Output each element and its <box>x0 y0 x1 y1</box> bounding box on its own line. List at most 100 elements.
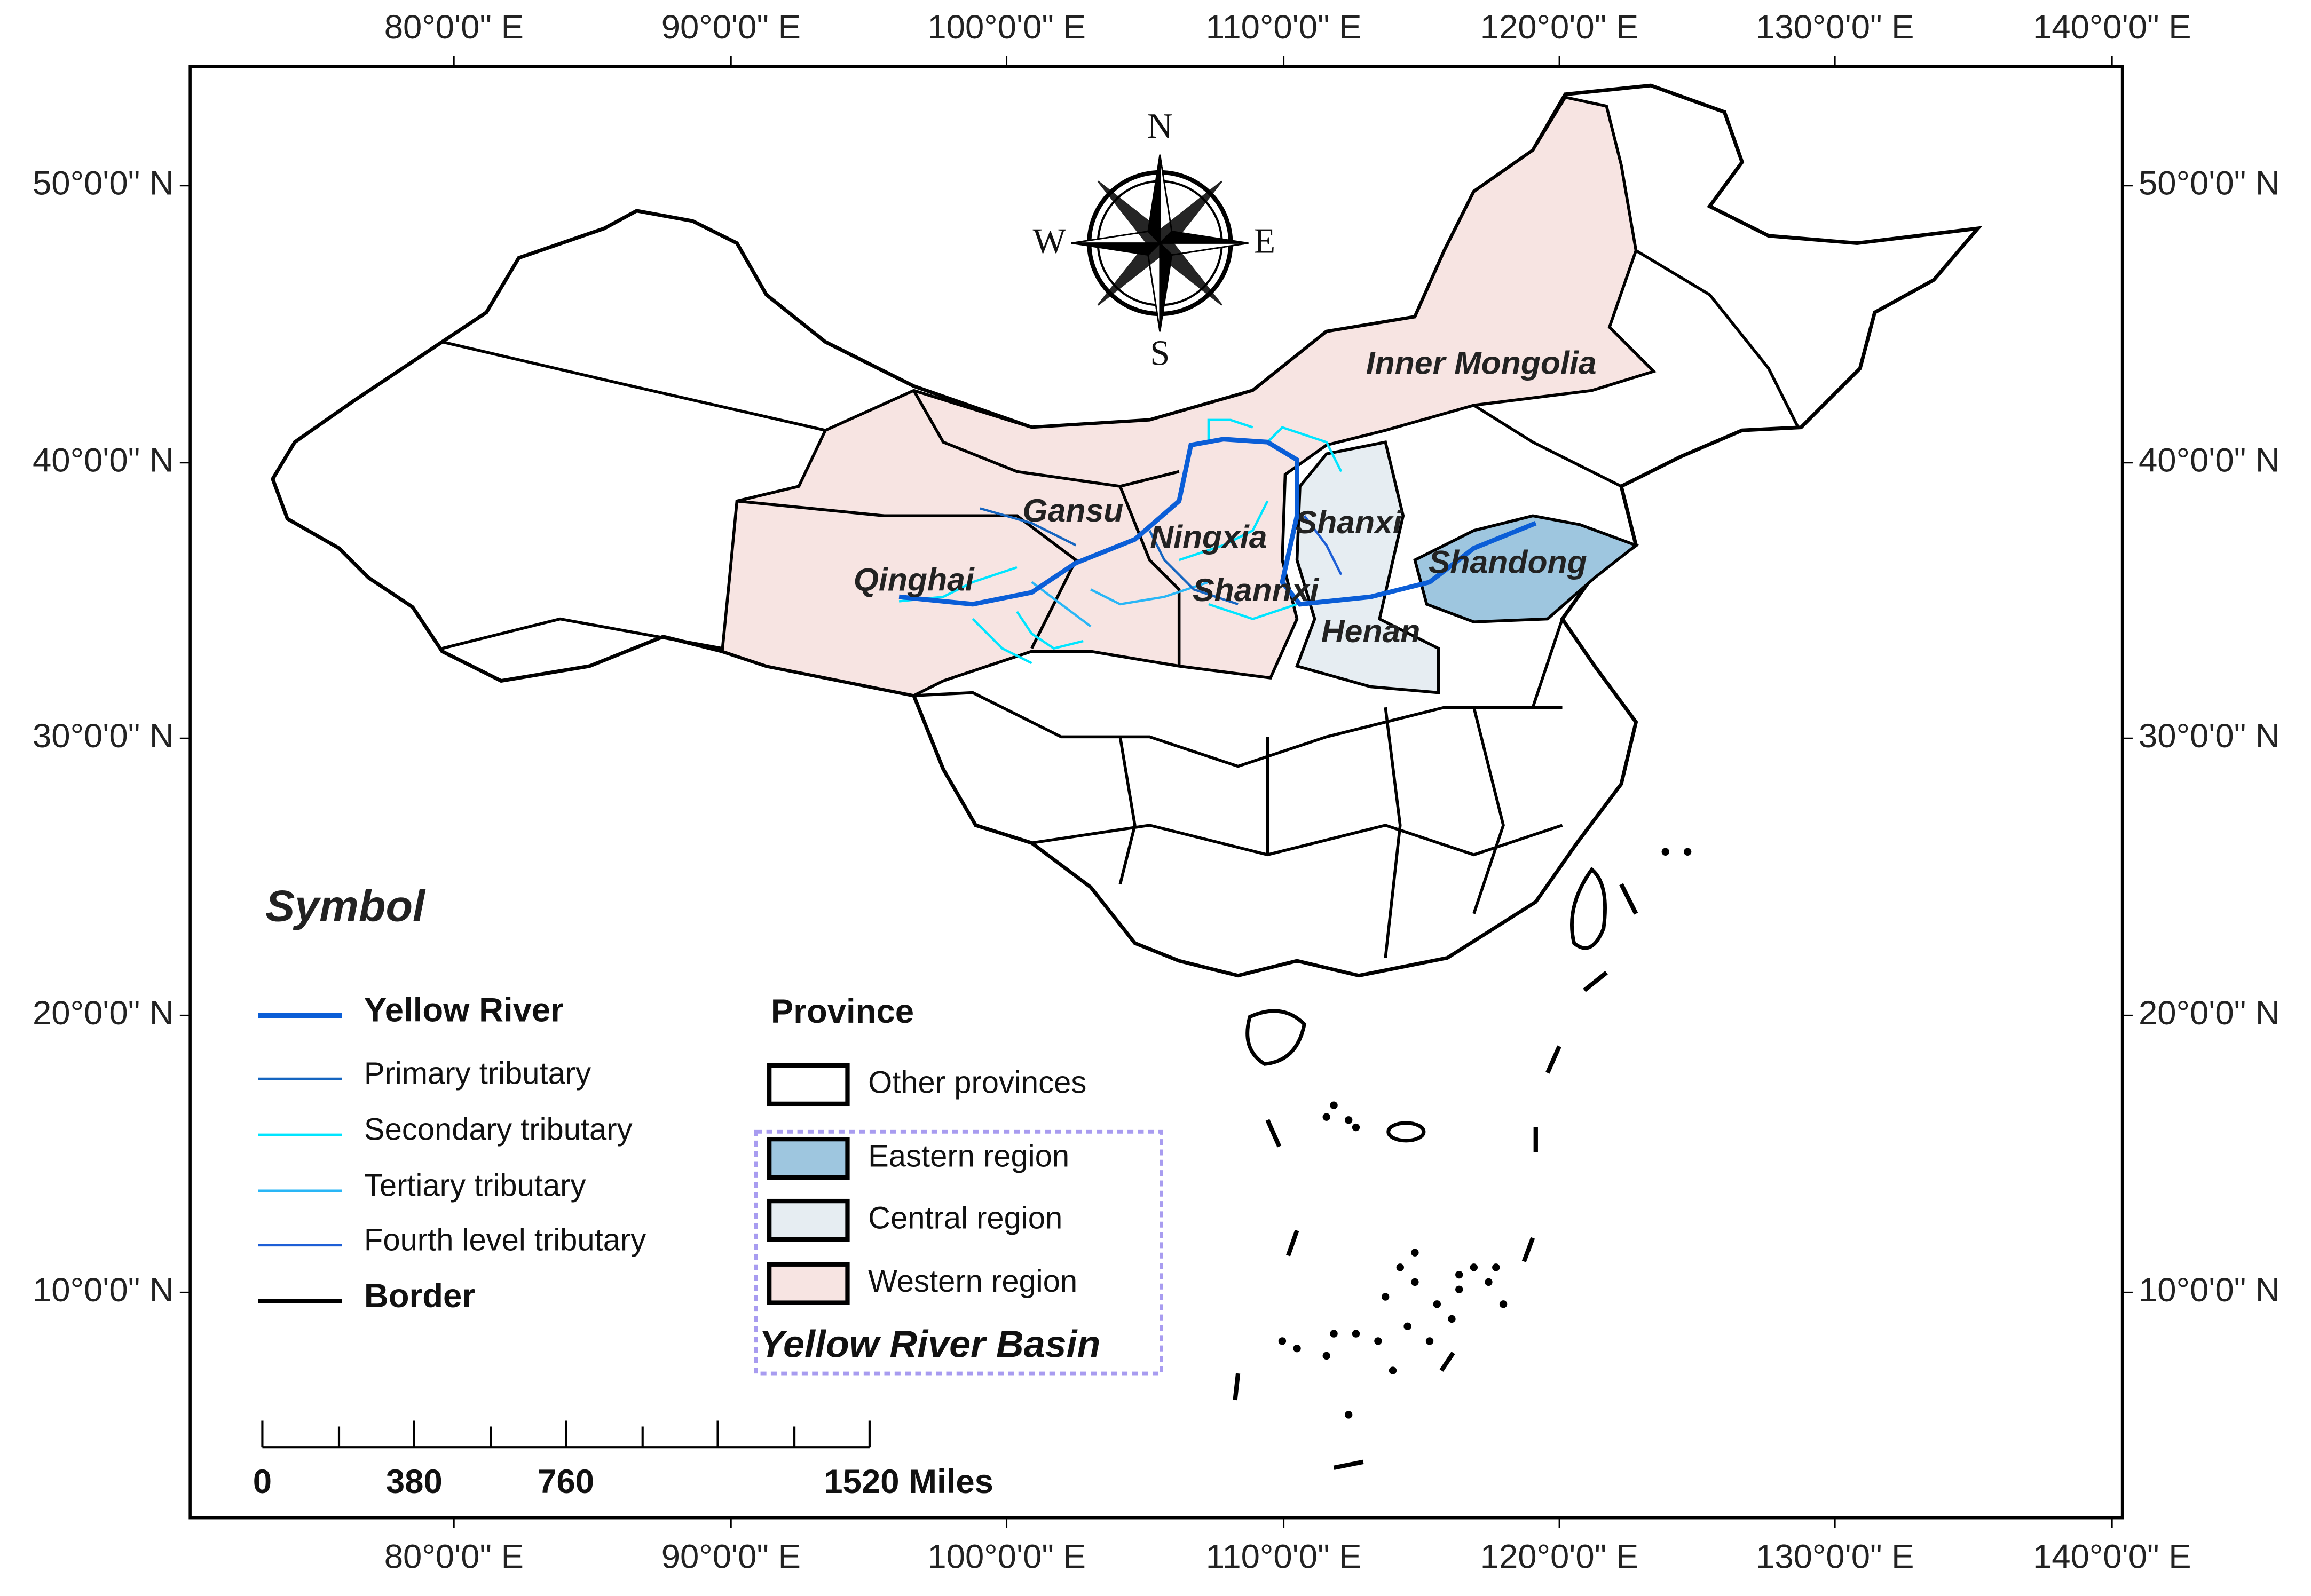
yellow-river <box>898 437 1537 607</box>
central-region <box>1295 440 1440 694</box>
island-dot <box>1425 1337 1434 1345</box>
hainan-island <box>1245 1009 1307 1066</box>
province-border <box>1118 736 1137 885</box>
province-border <box>1118 486 1181 666</box>
province-border <box>1472 707 1505 914</box>
island-dot <box>1396 1263 1404 1271</box>
region-label: Henan <box>1321 613 1421 649</box>
island-dot <box>1499 1300 1508 1308</box>
island-line <box>1619 883 1638 915</box>
legend-swatch <box>767 1136 850 1180</box>
tributary <box>1016 611 1084 650</box>
region-label: Gansu <box>1022 492 1123 528</box>
lon-label: 80°0'0" E <box>384 1538 524 1576</box>
lat-label: 30°0'0" N <box>2139 717 2280 755</box>
lon-label: 100°0'0" E <box>927 9 1086 46</box>
basin-label: Yellow River Basin <box>759 1323 1100 1365</box>
region-label: Qinghai <box>854 562 975 598</box>
province-border <box>912 390 1180 488</box>
island-dot <box>1352 1330 1360 1338</box>
legend-label: Secondary tributary <box>364 1113 633 1147</box>
island-dot <box>1293 1344 1301 1353</box>
legend-swatch <box>767 1063 850 1107</box>
lon-label: 120°0'0" E <box>1480 9 1639 46</box>
legend-label: Border <box>364 1277 475 1315</box>
lon-label: 120°0'0" E <box>1480 1538 1639 1576</box>
tributary <box>1303 515 1343 575</box>
island-dot <box>1389 1366 1397 1374</box>
tributary <box>1090 581 1209 606</box>
island-dot <box>1344 1116 1353 1124</box>
lat-label: 50°0'0" N <box>2139 165 2280 202</box>
tributary <box>1148 530 1239 606</box>
scale-label: 0 <box>253 1463 272 1500</box>
legend-label: Eastern region <box>868 1139 1069 1173</box>
lon-label: 90°0'0" E <box>661 1538 801 1576</box>
lon-label: 110°0'0" E <box>1206 1538 1362 1576</box>
tributary <box>1031 581 1092 628</box>
western-region <box>720 96 1657 698</box>
scale-label: 1520 Miles <box>824 1463 993 1500</box>
island-dot <box>1411 1249 1419 1257</box>
island-dot <box>1322 1352 1330 1360</box>
legend-label: Western region <box>868 1265 1077 1299</box>
compass-star <box>1097 180 1222 306</box>
lat-label: 20°0'0" N <box>33 994 174 1032</box>
legend-label: Other provinces <box>868 1065 1086 1100</box>
legend-swatch <box>767 1198 850 1242</box>
lat-label: 20°0'0" N <box>2139 994 2280 1032</box>
compass-e: E <box>1254 222 1275 261</box>
island-dot <box>1374 1337 1382 1345</box>
island-dot <box>1661 848 1669 856</box>
island-dot <box>1330 1330 1338 1338</box>
legend-label: Central region <box>868 1201 1062 1235</box>
legend-label: Fourth level tributary <box>364 1223 646 1258</box>
island-line <box>1286 1229 1299 1257</box>
province-border <box>1531 618 1564 708</box>
eastern-region <box>1413 514 1639 623</box>
legend-label: Tertiary tributary <box>364 1169 586 1203</box>
island-line <box>1521 1237 1535 1262</box>
island-dot <box>1322 1113 1330 1121</box>
lat-label: 30°0'0" N <box>33 717 174 755</box>
lon-label: 140°0'0" E <box>2033 1538 2191 1576</box>
lat-label: 50°0'0" N <box>33 165 174 202</box>
island-dot <box>1485 1278 1493 1286</box>
province-border <box>1031 824 1563 857</box>
province-border <box>1635 249 1800 428</box>
tributary <box>980 507 1077 547</box>
island-line <box>1439 1352 1455 1372</box>
compass-s: S <box>1150 334 1170 373</box>
island-dot <box>1683 848 1692 856</box>
legend-label: Primary tributary <box>364 1057 591 1091</box>
island-line <box>1265 1119 1282 1148</box>
island-line <box>1333 1459 1364 1470</box>
legend-title: Symbol <box>265 881 426 930</box>
lon-label: 90°0'0" E <box>661 9 801 46</box>
legend-swatch <box>767 1262 850 1305</box>
province-border <box>441 340 826 432</box>
region-label: Shandong <box>1429 543 1587 580</box>
province-border <box>441 617 723 650</box>
tributary <box>1266 426 1343 472</box>
region-label: Shanxi <box>1296 504 1402 540</box>
island <box>1386 1121 1426 1143</box>
lon-label: 80°0'0" E <box>384 9 524 46</box>
lon-label: 140°0'0" E <box>2033 9 2191 46</box>
basin-box <box>754 1129 1163 1376</box>
island-dot <box>1492 1263 1500 1271</box>
region-label: Shannxi <box>1193 572 1319 608</box>
compass-w: W <box>1032 222 1066 261</box>
compass-rose <box>1071 154 1249 332</box>
island-dot <box>1344 1411 1353 1419</box>
province-border <box>1473 404 1622 488</box>
compass-star <box>1071 154 1249 332</box>
legend-province-title: Province <box>771 993 914 1030</box>
lat-label: 10°0'0" N <box>33 1271 174 1309</box>
island-line <box>1583 970 1608 992</box>
island-dot <box>1411 1278 1419 1286</box>
scale-label: 760 <box>538 1463 594 1500</box>
island-dot <box>1278 1337 1287 1345</box>
